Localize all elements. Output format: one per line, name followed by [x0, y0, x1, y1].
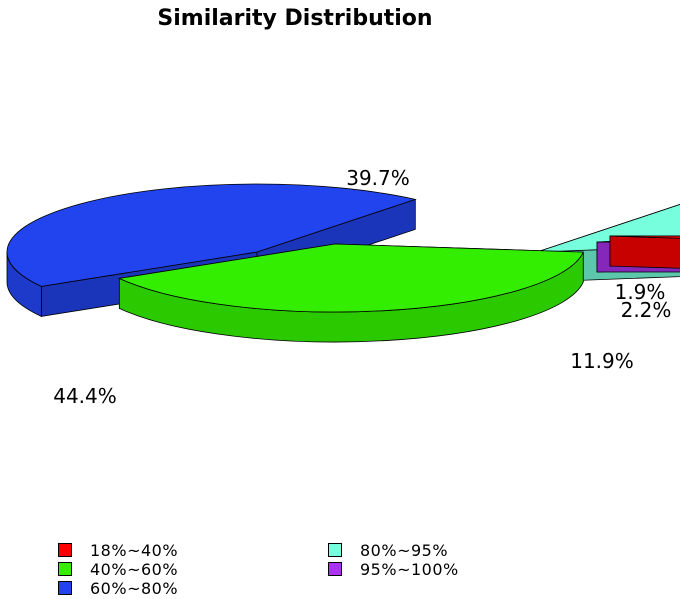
legend-swatch-18-40 — [58, 543, 72, 557]
legend: 18%~40% 40%~60% 60%~80% 80%~95% 95%~100% — [0, 540, 680, 599]
legend-swatch-40-60 — [58, 562, 72, 576]
slice-top-18-40 — [609, 235, 680, 239]
legend-label-40-60: 40%~60% — [90, 559, 179, 579]
pie-chart: 1.9% 39.7% 44.4% 11.9% 2.2% — [6, 166, 680, 408]
slice-wall-18-40-1 — [609, 235, 680, 269]
legend-label-95-100: 95%~100% — [360, 559, 459, 579]
slice-40-60 — [117, 243, 584, 343]
slice-18-40 — [609, 235, 680, 269]
legend-label-18-40: 18%~40% — [90, 540, 179, 560]
slice-label-18-40: 1.9% — [615, 280, 666, 304]
slice-label-95-100: 2.2% — [621, 298, 672, 322]
legend-swatch-80-95 — [328, 543, 342, 557]
legend-label-80-95: 80%~95% — [360, 540, 449, 560]
legend-item-60-80: 60%~80% — [58, 578, 178, 598]
legend-item-80-95: 80%~95% — [328, 540, 448, 560]
chart-title: Similarity Distribution — [157, 6, 433, 31]
slice-label-80-95: 11.9% — [570, 349, 634, 373]
slice-label-40-60: 39.7% — [346, 166, 410, 190]
slice-label-60-80: 44.4% — [53, 384, 117, 408]
legend-swatch-60-80 — [58, 581, 72, 595]
slice-top-60-80 — [6, 183, 417, 287]
legend-item-40-60: 40%~60% — [58, 559, 178, 579]
legend-label-60-80: 60%~80% — [90, 578, 179, 598]
legend-item-95-100: 95%~100% — [328, 559, 459, 579]
slice-top-40-60 — [117, 243, 584, 313]
legend-swatch-95-100 — [328, 562, 342, 576]
legend-item-18-40: 18%~40% — [58, 540, 178, 560]
